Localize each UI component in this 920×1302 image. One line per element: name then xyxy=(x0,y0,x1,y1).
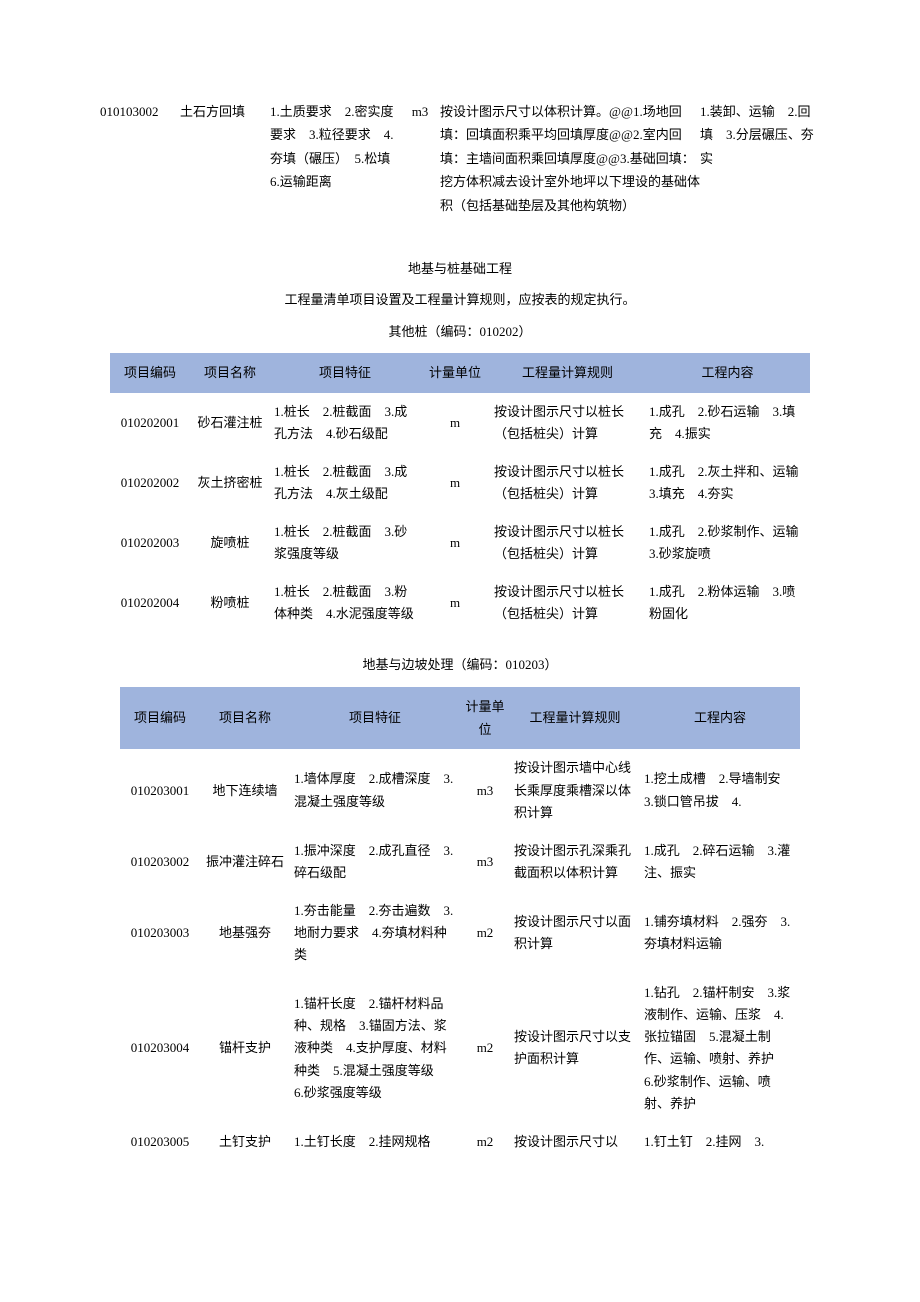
cell-unit: m2 xyxy=(460,1123,510,1161)
cell-code: 010202004 xyxy=(110,573,190,633)
intro-feature: 1.土质要求 2.密实度要求 3.粒径要求 4.夯填（碾压） 5.松填 6.运输… xyxy=(270,100,400,217)
cell-code: 010202003 xyxy=(110,513,190,573)
table-row: 010203002振冲灌注碎石1.振冲深度 2.成孔直径 3.碎石级配m3按设计… xyxy=(120,832,800,892)
table-header-row: 项目编码 项目名称 项目特征 计量单位 工程量计算规则 工程内容 xyxy=(120,687,800,750)
cell-unit: m xyxy=(420,513,490,573)
table-header-row: 项目编码 项目名称 项目特征 计量单位 工程量计算规则 工程内容 xyxy=(110,353,810,392)
table-row: 010202002灰土挤密桩1.桩长 2.桩截面 3.成孔方法 4.灰土级配m按… xyxy=(110,453,810,513)
cell-unit: m2 xyxy=(460,892,510,974)
cell-unit: m xyxy=(420,573,490,633)
cell-feature: 1.桩长 2.桩截面 3.成孔方法 4.砂石级配 xyxy=(270,393,420,453)
table-row: 010203004锚杆支护1.锚杆长度 2.锚杆材料品种、规格 3.锚固方法、浆… xyxy=(120,974,800,1123)
cell-content: 1.成孔 2.砂石运输 3.填充 4.振实 xyxy=(645,393,810,453)
header-code: 项目编码 xyxy=(120,687,200,750)
cell-content: 1.钻孔 2.锚杆制安 3.浆液制作、运输、压浆 4.张拉锚固 5.混凝土制作、… xyxy=(640,974,800,1123)
intro-code: 010103002 xyxy=(100,100,180,217)
cell-name: 灰土挤密桩 xyxy=(190,453,270,513)
cell-feature: 1.桩长 2.桩截面 3.成孔方法 4.灰土级配 xyxy=(270,453,420,513)
cell-feature: 1.桩长 2.桩截面 3.粉体种类 4.水泥强度等级 xyxy=(270,573,420,633)
cell-rule: 按设计图示尺寸以桩长（包括桩尖）计算 xyxy=(490,573,645,633)
cell-rule: 按设计图示尺寸以 xyxy=(510,1123,640,1161)
cell-feature: 1.桩长 2.桩截面 3.砂浆强度等级 xyxy=(270,513,420,573)
section2-title2: 工程量清单项目设置及工程量计算规则，应按表的规定执行。 xyxy=(100,288,820,311)
cell-name: 土钉支护 xyxy=(200,1123,290,1161)
table-row: 010202004粉喷桩1.桩长 2.桩截面 3.粉体种类 4.水泥强度等级m按… xyxy=(110,573,810,633)
header-unit: 计量单位 xyxy=(420,353,490,392)
intro-unit: m3 xyxy=(400,100,440,217)
cell-code: 010203003 xyxy=(120,892,200,974)
header-feature: 项目特征 xyxy=(270,353,420,392)
cell-name: 粉喷桩 xyxy=(190,573,270,633)
section2-title1: 地基与桩基础工程 xyxy=(100,257,820,280)
cell-feature: 1.土钉长度 2.挂网规格 xyxy=(290,1123,460,1161)
header-rule: 工程量计算规则 xyxy=(510,687,640,750)
cell-name: 旋喷桩 xyxy=(190,513,270,573)
cell-content: 1.铺夯填材料 2.强夯 3.夯填材料运输 xyxy=(640,892,800,974)
cell-unit: m xyxy=(420,393,490,453)
intro-name: 土石方回填 xyxy=(180,100,270,217)
cell-unit: m3 xyxy=(460,832,510,892)
table-010203: 项目编码 项目名称 项目特征 计量单位 工程量计算规则 工程内容 0102030… xyxy=(120,687,800,1161)
cell-code: 010203004 xyxy=(120,974,200,1123)
header-content: 工程内容 xyxy=(640,687,800,750)
header-code: 项目编码 xyxy=(110,353,190,392)
cell-code: 010203005 xyxy=(120,1123,200,1161)
header-name: 项目名称 xyxy=(200,687,290,750)
cell-code: 010203001 xyxy=(120,749,200,831)
intro-row: 010103002 土石方回填 1.土质要求 2.密实度要求 3.粒径要求 4.… xyxy=(100,100,820,217)
cell-rule: 按设计图示尺寸以面积计算 xyxy=(510,892,640,974)
cell-unit: m3 xyxy=(460,749,510,831)
cell-name: 振冲灌注碎石 xyxy=(200,832,290,892)
cell-code: 010202002 xyxy=(110,453,190,513)
cell-content: 1.钉土钉 2.挂网 3. xyxy=(640,1123,800,1161)
cell-content: 1.成孔 2.粉体运输 3.喷粉固化 xyxy=(645,573,810,633)
header-feature: 项目特征 xyxy=(290,687,460,750)
header-unit: 计量单位 xyxy=(460,687,510,750)
cell-rule: 按设计图示孔深乘孔截面积以体积计算 xyxy=(510,832,640,892)
cell-name: 砂石灌注桩 xyxy=(190,393,270,453)
section3-title: 地基与边坡处理（编码：010203） xyxy=(100,653,820,676)
cell-content: 1.挖土成槽 2.导墙制安 3.锁口管吊拔 4. xyxy=(640,749,800,831)
cell-code: 010203002 xyxy=(120,832,200,892)
cell-content: 1.成孔 2.砂浆制作、运输 3.砂浆旋喷 xyxy=(645,513,810,573)
cell-feature: 1.锚杆长度 2.锚杆材料品种、规格 3.锚固方法、浆液种类 4.支护厚度、材料… xyxy=(290,974,460,1123)
cell-name: 锚杆支护 xyxy=(200,974,290,1123)
section2-title3: 其他桩（编码：010202） xyxy=(100,320,820,343)
cell-rule: 按设计图示尺寸以桩长（包括桩尖）计算 xyxy=(490,393,645,453)
cell-feature: 1.夯击能量 2.夯击遍数 3.地耐力要求 4.夯填材料种类 xyxy=(290,892,460,974)
header-rule: 工程量计算规则 xyxy=(490,353,645,392)
table-row: 010202001砂石灌注桩1.桩长 2.桩截面 3.成孔方法 4.砂石级配m按… xyxy=(110,393,810,453)
cell-feature: 1.墙体厚度 2.成槽深度 3.混凝土强度等级 xyxy=(290,749,460,831)
cell-content: 1.成孔 2.碎石运输 3.灌注、振实 xyxy=(640,832,800,892)
header-name: 项目名称 xyxy=(190,353,270,392)
cell-unit: m xyxy=(420,453,490,513)
cell-content: 1.成孔 2.灰土拌和、运输 3.填充 4.夯实 xyxy=(645,453,810,513)
cell-name: 地基强夯 xyxy=(200,892,290,974)
intro-content: 1.装卸、运输 2.回填 3.分层碾压、夯实 xyxy=(700,100,820,217)
cell-code: 010202001 xyxy=(110,393,190,453)
table-row: 010203005土钉支护1.土钉长度 2.挂网规格m2按设计图示尺寸以1.钉土… xyxy=(120,1123,800,1161)
header-content: 工程内容 xyxy=(645,353,810,392)
cell-rule: 按设计图示墙中心线长乘厚度乘槽深以体积计算 xyxy=(510,749,640,831)
cell-name: 地下连续墙 xyxy=(200,749,290,831)
table-row: 010203003地基强夯1.夯击能量 2.夯击遍数 3.地耐力要求 4.夯填材… xyxy=(120,892,800,974)
intro-rule: 按设计图示尺寸以体积计算。@@1.场地回填：回填面积乘平均回填厚度@@2.室内回… xyxy=(440,100,700,217)
table-row: 010202003旋喷桩1.桩长 2.桩截面 3.砂浆强度等级m按设计图示尺寸以… xyxy=(110,513,810,573)
cell-rule: 按设计图示尺寸以桩长（包括桩尖）计算 xyxy=(490,453,645,513)
table-010202: 项目编码 项目名称 项目特征 计量单位 工程量计算规则 工程内容 0102020… xyxy=(110,353,810,633)
table-row: 010203001地下连续墙1.墙体厚度 2.成槽深度 3.混凝土强度等级m3按… xyxy=(120,749,800,831)
cell-rule: 按设计图示尺寸以支护面积计算 xyxy=(510,974,640,1123)
cell-rule: 按设计图示尺寸以桩长（包括桩尖）计算 xyxy=(490,513,645,573)
cell-feature: 1.振冲深度 2.成孔直径 3.碎石级配 xyxy=(290,832,460,892)
cell-unit: m2 xyxy=(460,974,510,1123)
